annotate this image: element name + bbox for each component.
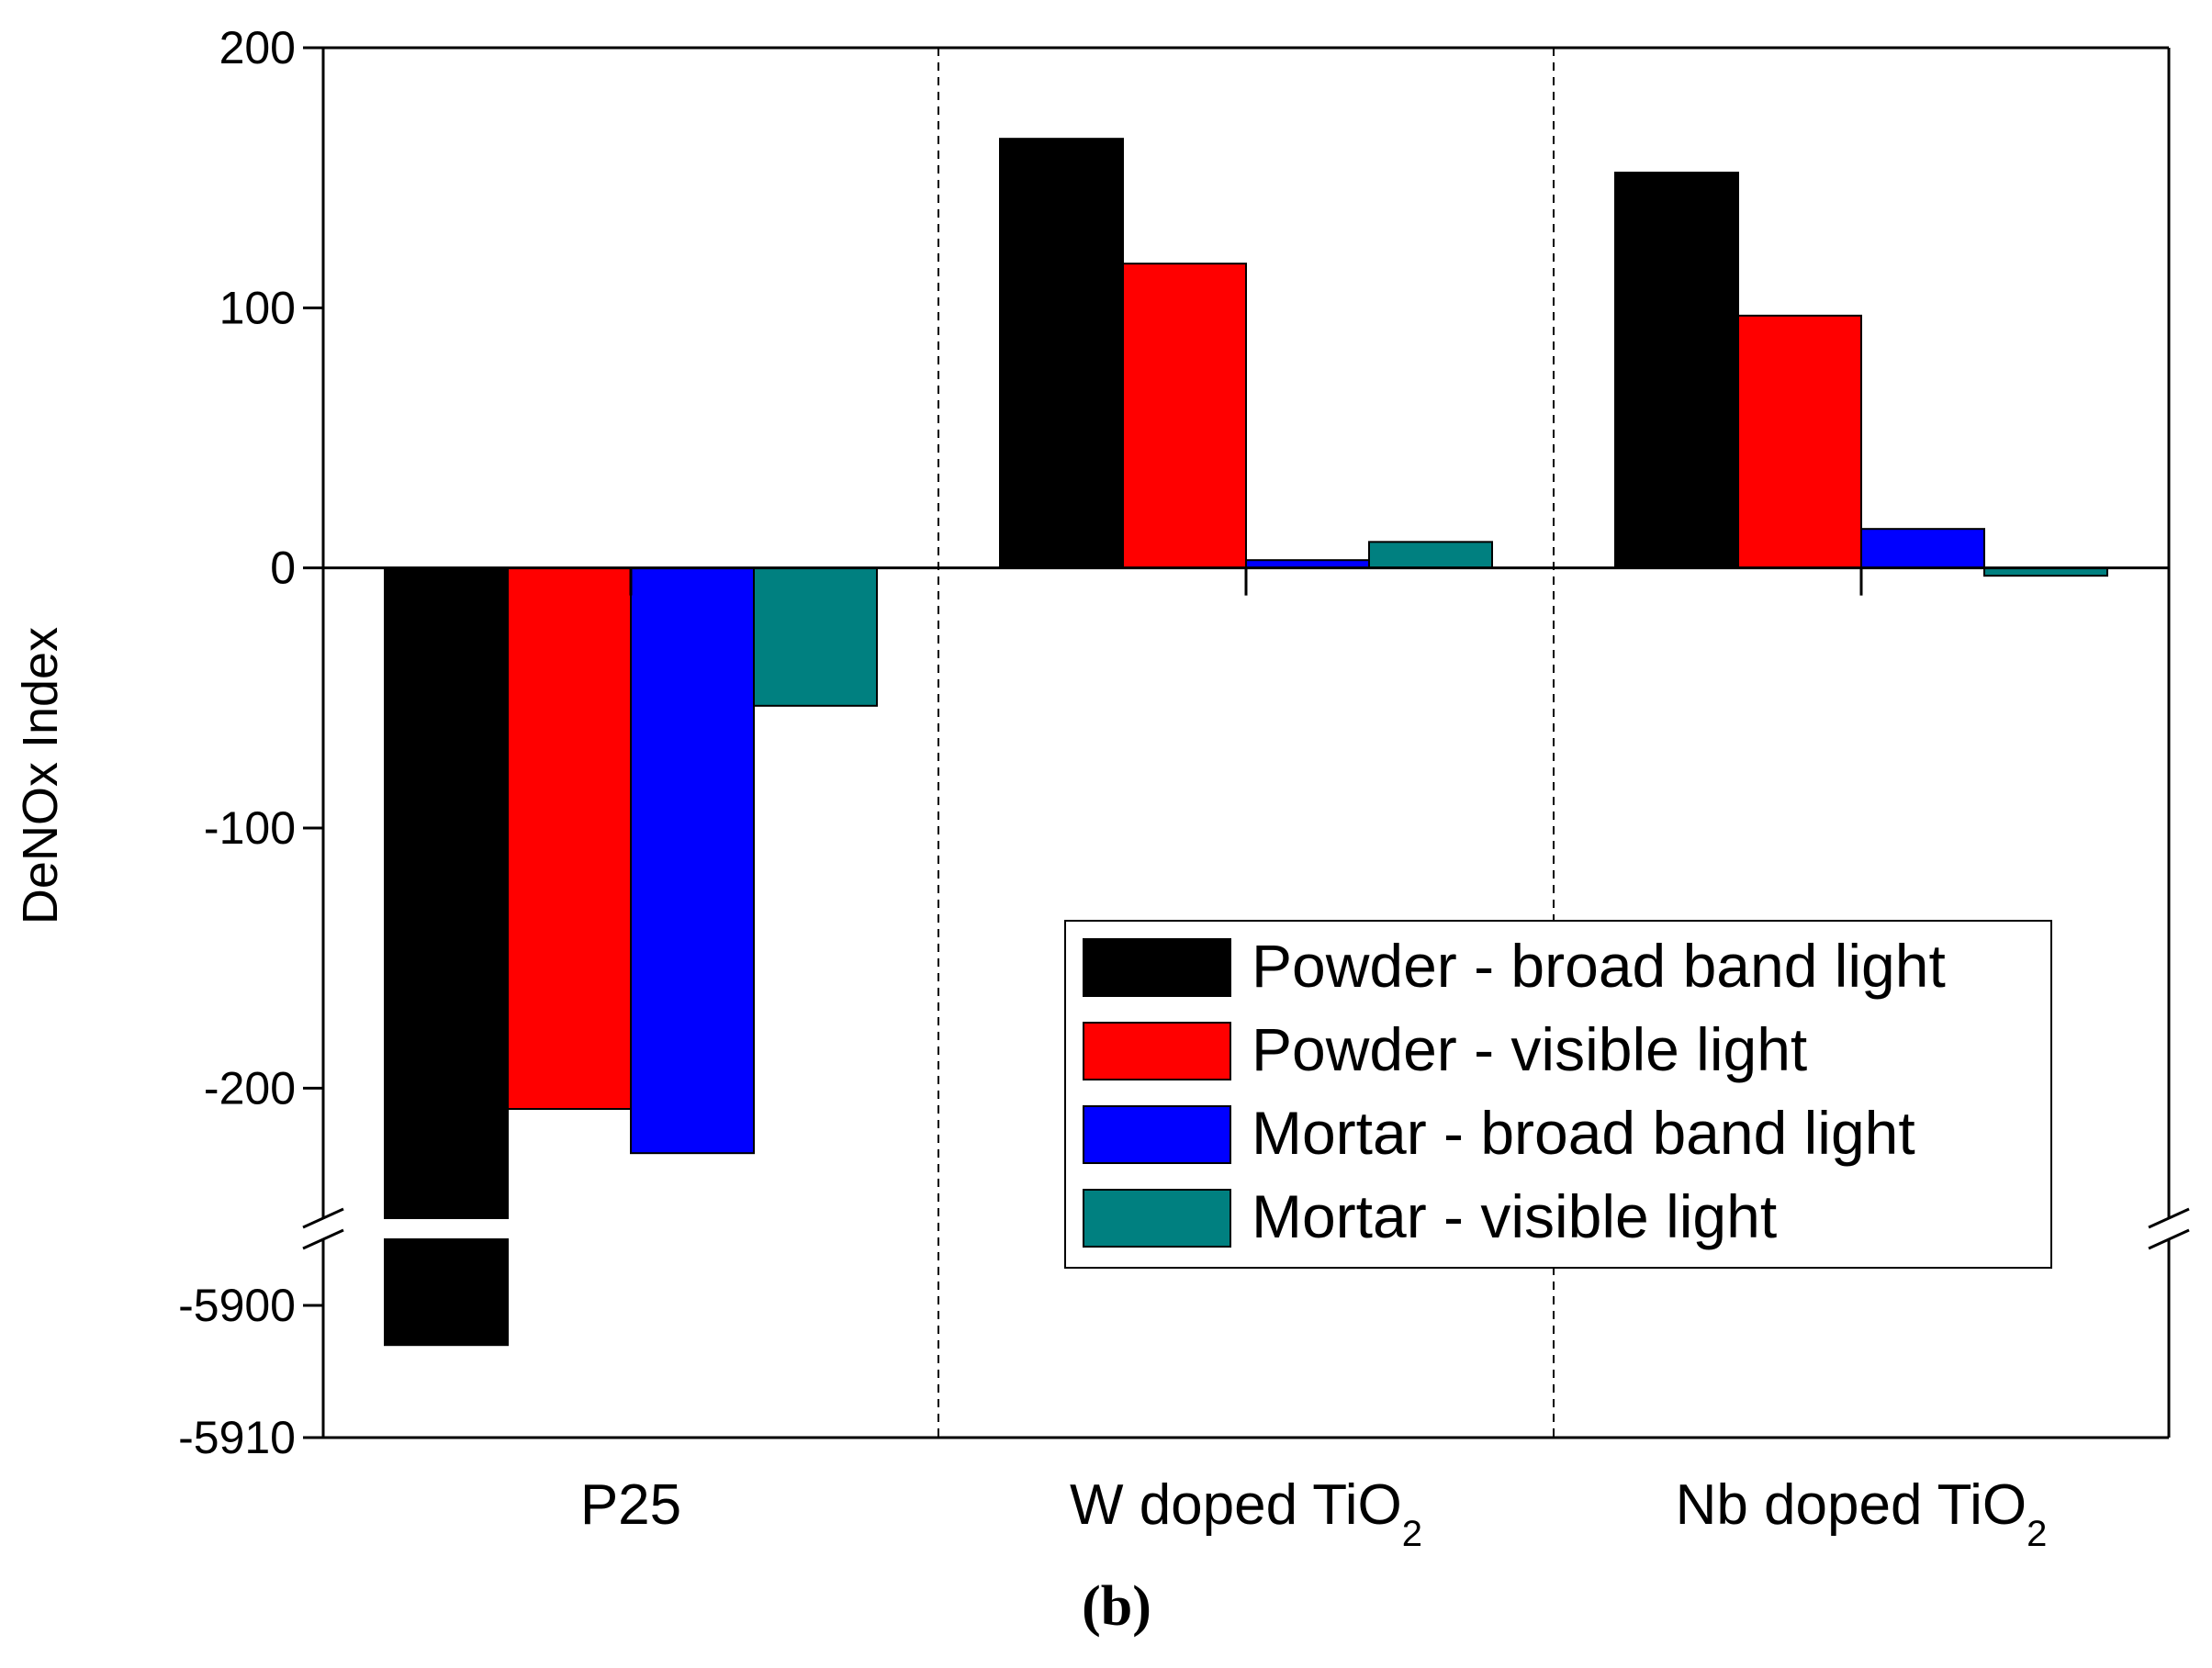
category-label-subscript: 2 (1402, 1514, 1422, 1554)
category-label-subscript: 2 (2027, 1514, 2047, 1554)
legend: Powder - broad band light Powder - visibl… (1064, 920, 2052, 1269)
y-tick-label: 200 (219, 22, 296, 73)
bar (999, 138, 1124, 569)
bar (753, 566, 878, 707)
y-tick-label: 100 (219, 282, 296, 333)
bar-lower-segment (384, 1238, 509, 1347)
bar (630, 566, 755, 1155)
legend-swatch (1083, 938, 1231, 997)
bar (507, 566, 632, 1110)
category-label: P25 (580, 1473, 681, 1537)
category-label-text: P25 (580, 1473, 681, 1537)
legend-label: Mortar - broad band light (1252, 1099, 1915, 1167)
x-axis-labels: P25 W doped TiO2 Nb doped TiO2 (580, 1473, 2048, 1554)
figure-caption: (b) (1082, 1575, 1151, 1638)
y-tick-label: -100 (204, 802, 296, 854)
legend-swatch (1083, 1022, 1231, 1080)
axes: 200 100 0 -100 -200 -5900 -5910 (178, 22, 2190, 1463)
axis-break-mark (302, 1228, 344, 1250)
bar (384, 566, 509, 1219)
y-tick-label: -5900 (178, 1280, 296, 1331)
axis-break-mark (2148, 1228, 2190, 1250)
legend-swatch (1083, 1189, 1231, 1248)
legend-swatch (1083, 1105, 1231, 1164)
y-tick-label: -200 (204, 1062, 296, 1114)
bar (1122, 263, 1247, 569)
legend-label: Mortar - visible light (1252, 1182, 1777, 1250)
legend-label: Powder - visible light (1252, 1015, 1807, 1083)
bar (1614, 172, 1739, 569)
category-label: W doped TiO2 (1070, 1473, 1422, 1554)
bar (1737, 314, 1862, 569)
category-label-text: W doped TiO (1070, 1473, 1402, 1537)
y-tick-label: 0 (270, 543, 296, 594)
category-label-text: Nb doped TiO (1676, 1473, 2027, 1537)
bar (1368, 541, 1493, 569)
y-tick-label: -5910 (178, 1412, 296, 1463)
axis-break-mark (302, 1207, 344, 1229)
category-label: Nb doped TiO2 (1676, 1473, 2048, 1554)
y-axis-title: DeNOx Index (13, 627, 68, 924)
bar-marks (384, 138, 2108, 1347)
bar (1860, 528, 1985, 569)
axis-break-mark (2148, 1207, 2190, 1229)
legend-label: Powder - broad band light (1252, 932, 1946, 1000)
plot-area (938, 48, 1555, 1438)
